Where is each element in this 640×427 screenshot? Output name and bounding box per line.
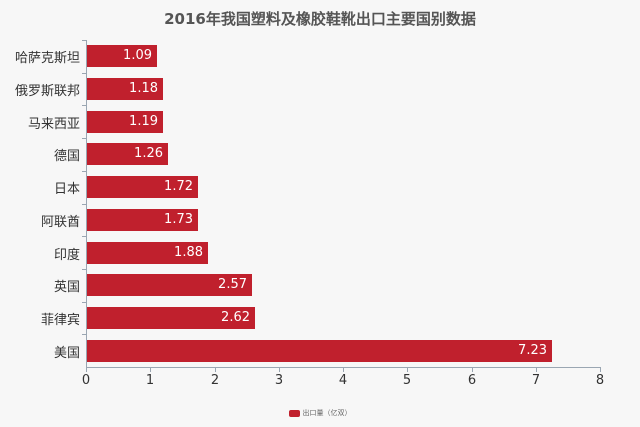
x-tick bbox=[215, 367, 216, 372]
legend-label: 出口量（亿双） bbox=[302, 409, 352, 417]
x-tick-label: 8 bbox=[595, 373, 605, 388]
x-tick bbox=[536, 367, 537, 372]
y-tick bbox=[82, 73, 86, 74]
bar[interactable]: 1.19 bbox=[87, 111, 163, 133]
x-tick-label: 2 bbox=[210, 373, 220, 388]
bar[interactable]: 1.26 bbox=[87, 143, 168, 165]
category-label: 哈萨克斯坦 bbox=[14, 51, 80, 66]
y-tick bbox=[82, 302, 86, 303]
y-tick bbox=[82, 334, 86, 335]
y-tick bbox=[82, 269, 86, 270]
category-label: 菲律宾 bbox=[40, 313, 80, 328]
bar[interactable]: 1.88 bbox=[87, 242, 208, 264]
x-tick-label: 1 bbox=[145, 373, 155, 388]
chart-title: 2016年我国塑料及橡胶鞋靴出口主要国别数据 bbox=[164, 10, 476, 28]
bar[interactable]: 1.18 bbox=[87, 78, 163, 100]
y-tick bbox=[82, 138, 86, 139]
x-tick bbox=[472, 367, 473, 372]
bar-value-label: 2.62 bbox=[221, 310, 250, 325]
bar-value-label: 7.23 bbox=[518, 343, 547, 358]
bar-value-label: 1.19 bbox=[129, 114, 158, 129]
x-tick bbox=[279, 367, 280, 372]
x-tick-label: 3 bbox=[274, 373, 284, 388]
bar-value-label: 1.18 bbox=[129, 81, 158, 96]
bar-value-label: 1.88 bbox=[174, 245, 203, 260]
bar[interactable]: 1.09 bbox=[87, 45, 157, 67]
bar-value-label: 1.09 bbox=[123, 48, 152, 63]
bar[interactable]: 2.57 bbox=[87, 274, 252, 296]
bar[interactable]: 7.23 bbox=[87, 340, 552, 362]
x-tick bbox=[86, 367, 87, 372]
category-label: 阿联酋 bbox=[40, 215, 80, 230]
x-tick-label: 0 bbox=[81, 373, 91, 388]
category-label: 英国 bbox=[53, 280, 80, 295]
bar-value-label: 2.57 bbox=[218, 277, 247, 292]
category-label: 德国 bbox=[53, 149, 80, 164]
bar-value-label: 1.72 bbox=[164, 179, 193, 194]
y-tick bbox=[82, 236, 86, 237]
legend[interactable]: 出口量（亿双） bbox=[0, 408, 640, 418]
y-axis bbox=[86, 40, 87, 367]
y-tick bbox=[82, 105, 86, 106]
category-label: 美国 bbox=[53, 346, 80, 361]
category-label: 马来西亚 bbox=[27, 117, 80, 132]
x-tick-label: 7 bbox=[531, 373, 541, 388]
x-tick bbox=[600, 367, 601, 372]
x-tick bbox=[343, 367, 344, 372]
bar-value-label: 1.26 bbox=[134, 146, 163, 161]
y-tick bbox=[82, 204, 86, 205]
x-tick-label: 4 bbox=[338, 373, 348, 388]
category-label: 日本 bbox=[53, 182, 80, 197]
category-label: 印度 bbox=[53, 248, 80, 263]
x-tick-label: 6 bbox=[467, 373, 477, 388]
category-label: 俄罗斯联邦 bbox=[14, 84, 80, 99]
x-tick bbox=[407, 367, 408, 372]
y-tick bbox=[82, 40, 86, 41]
bar[interactable]: 2.62 bbox=[87, 307, 255, 329]
x-tick-label: 5 bbox=[402, 373, 412, 388]
bar-value-label: 1.73 bbox=[164, 212, 193, 227]
x-tick bbox=[150, 367, 151, 372]
legend-swatch-icon bbox=[288, 409, 300, 417]
bar[interactable]: 1.72 bbox=[87, 176, 198, 198]
y-tick bbox=[82, 171, 86, 172]
bar[interactable]: 1.73 bbox=[87, 209, 198, 231]
